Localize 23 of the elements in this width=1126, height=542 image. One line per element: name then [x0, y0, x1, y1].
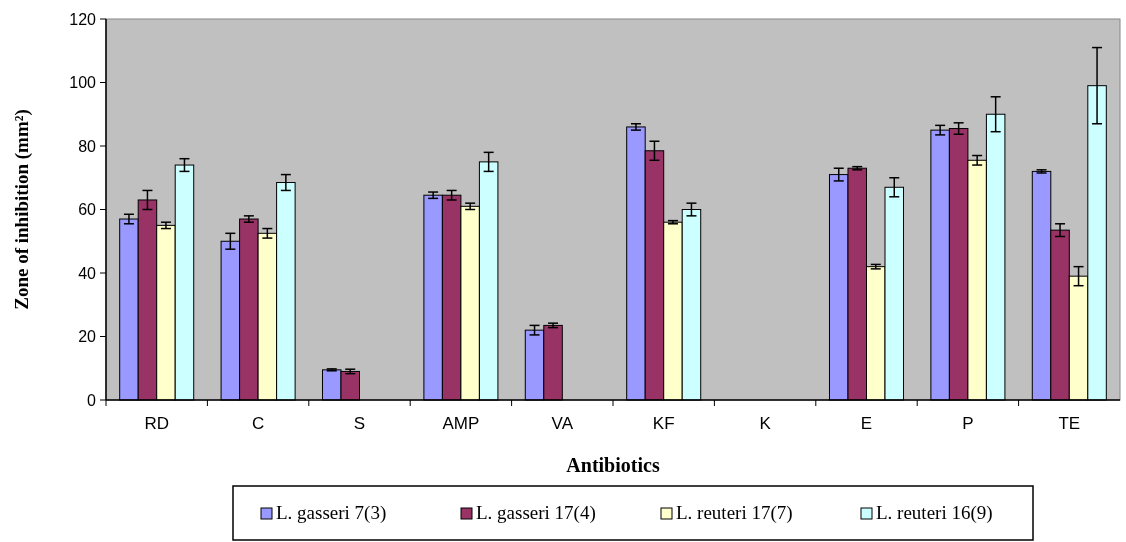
x-tick-label: AMP — [442, 414, 480, 433]
legend-label: L. reuteri 16(9) — [876, 502, 993, 524]
x-tick-label: RD — [144, 414, 169, 433]
y-tick-label: 20 — [78, 328, 97, 346]
x-tick-label: P — [962, 414, 974, 433]
x-axis-title: Antibiotics — [566, 454, 660, 476]
legend-label: L. gasseri 17(4) — [476, 502, 596, 524]
legend-label: L. gasseri 7(3) — [276, 502, 387, 524]
x-tick-label: S — [353, 414, 366, 433]
y-tick-label: 80 — [78, 137, 97, 155]
y-axis-title: Zone of inhibition (mm²) — [11, 109, 33, 310]
y-tick-label: 120 — [69, 10, 97, 28]
x-tick-label: VA — [551, 414, 574, 433]
y-tick-label: 60 — [78, 201, 97, 219]
x-tick-label: E — [860, 414, 873, 433]
legend-label: L. reuteri 17(7) — [676, 502, 793, 524]
y-tick-label: 100 — [69, 74, 97, 92]
x-tick-label: C — [251, 414, 265, 433]
x-tick-label: KF — [652, 414, 675, 433]
y-tick-label: 0 — [87, 391, 97, 409]
x-tick-label: K — [759, 414, 772, 433]
x-tick-label: TE — [1058, 414, 1081, 433]
y-tick-label: 40 — [78, 264, 97, 282]
